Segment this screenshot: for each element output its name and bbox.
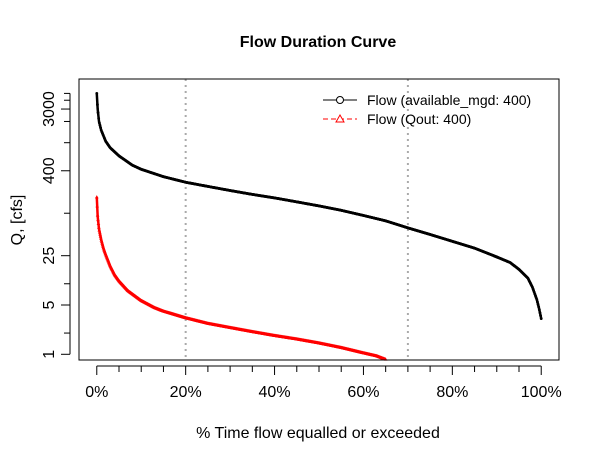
legend-triangle-marker xyxy=(335,113,345,123)
y-tick-label: 25 xyxy=(41,247,58,265)
y-tick-label: 400 xyxy=(41,157,58,184)
data-point xyxy=(97,225,101,229)
data-point xyxy=(99,126,102,130)
y-tick-label: 5 xyxy=(41,300,58,309)
data-point xyxy=(97,230,102,234)
data-point xyxy=(97,228,102,232)
x-tick-label: 60% xyxy=(347,384,379,401)
data-point xyxy=(97,121,101,125)
data-point xyxy=(98,123,102,127)
y-axis-label: Q, [cfs] xyxy=(9,195,26,246)
series-line xyxy=(95,196,387,361)
data-point xyxy=(539,317,543,321)
data-point xyxy=(96,221,101,225)
data-point xyxy=(96,111,100,114)
chart-title: Flow Duration Curve xyxy=(240,34,397,51)
x-axis-label: % Time flow equalled or exceeded xyxy=(196,425,440,442)
data-point xyxy=(100,243,105,247)
data-point xyxy=(99,238,104,242)
reference-lines xyxy=(184,79,409,360)
series-1 xyxy=(95,92,543,321)
data-point xyxy=(95,204,99,208)
data-point xyxy=(99,236,103,240)
x-axis: 0% 20% 40% 60% 80% 100% xyxy=(85,365,562,401)
data-point xyxy=(536,303,540,306)
legend: Flow (available_mgd: 400) Flow (Qout: 400… xyxy=(323,92,531,127)
x-tick-label: 40% xyxy=(259,384,291,401)
x-tick-label: 100% xyxy=(521,384,562,401)
legend-entry-1: Flow (available_mgd: 400) xyxy=(323,92,531,108)
data-point xyxy=(536,300,539,304)
data-point xyxy=(537,305,541,309)
x-tick-label: 20% xyxy=(170,384,202,401)
y-tick-label: 1 xyxy=(41,350,58,359)
x-tick-label: 0% xyxy=(85,384,108,401)
data-point xyxy=(535,298,539,301)
data-point xyxy=(539,314,542,318)
data-point xyxy=(538,311,542,315)
data-point xyxy=(96,217,100,222)
data-point xyxy=(95,92,99,95)
y-axis: 1 5 25 400 3000 xyxy=(41,91,71,359)
data-point xyxy=(98,232,102,236)
data-point xyxy=(100,241,104,245)
data-point xyxy=(96,103,99,106)
data-point xyxy=(95,213,100,217)
data-point xyxy=(537,308,541,312)
data-point xyxy=(98,234,103,238)
y-tick-label: 3000 xyxy=(41,91,58,127)
legend-label: Flow (available_mgd: 400) xyxy=(367,92,531,108)
data-point xyxy=(97,117,101,120)
data-point xyxy=(101,244,105,248)
data-point xyxy=(99,239,104,244)
data-point xyxy=(94,195,99,199)
legend-circle-marker xyxy=(336,96,344,104)
legend-entry-2: Flow (Qout: 400) xyxy=(323,111,471,127)
plot-frame xyxy=(78,78,560,361)
x-tick-label: 80% xyxy=(436,384,468,401)
legend-label: Flow (Qout: 400) xyxy=(367,111,471,127)
series-layer xyxy=(94,92,543,361)
series-2 xyxy=(94,195,388,361)
